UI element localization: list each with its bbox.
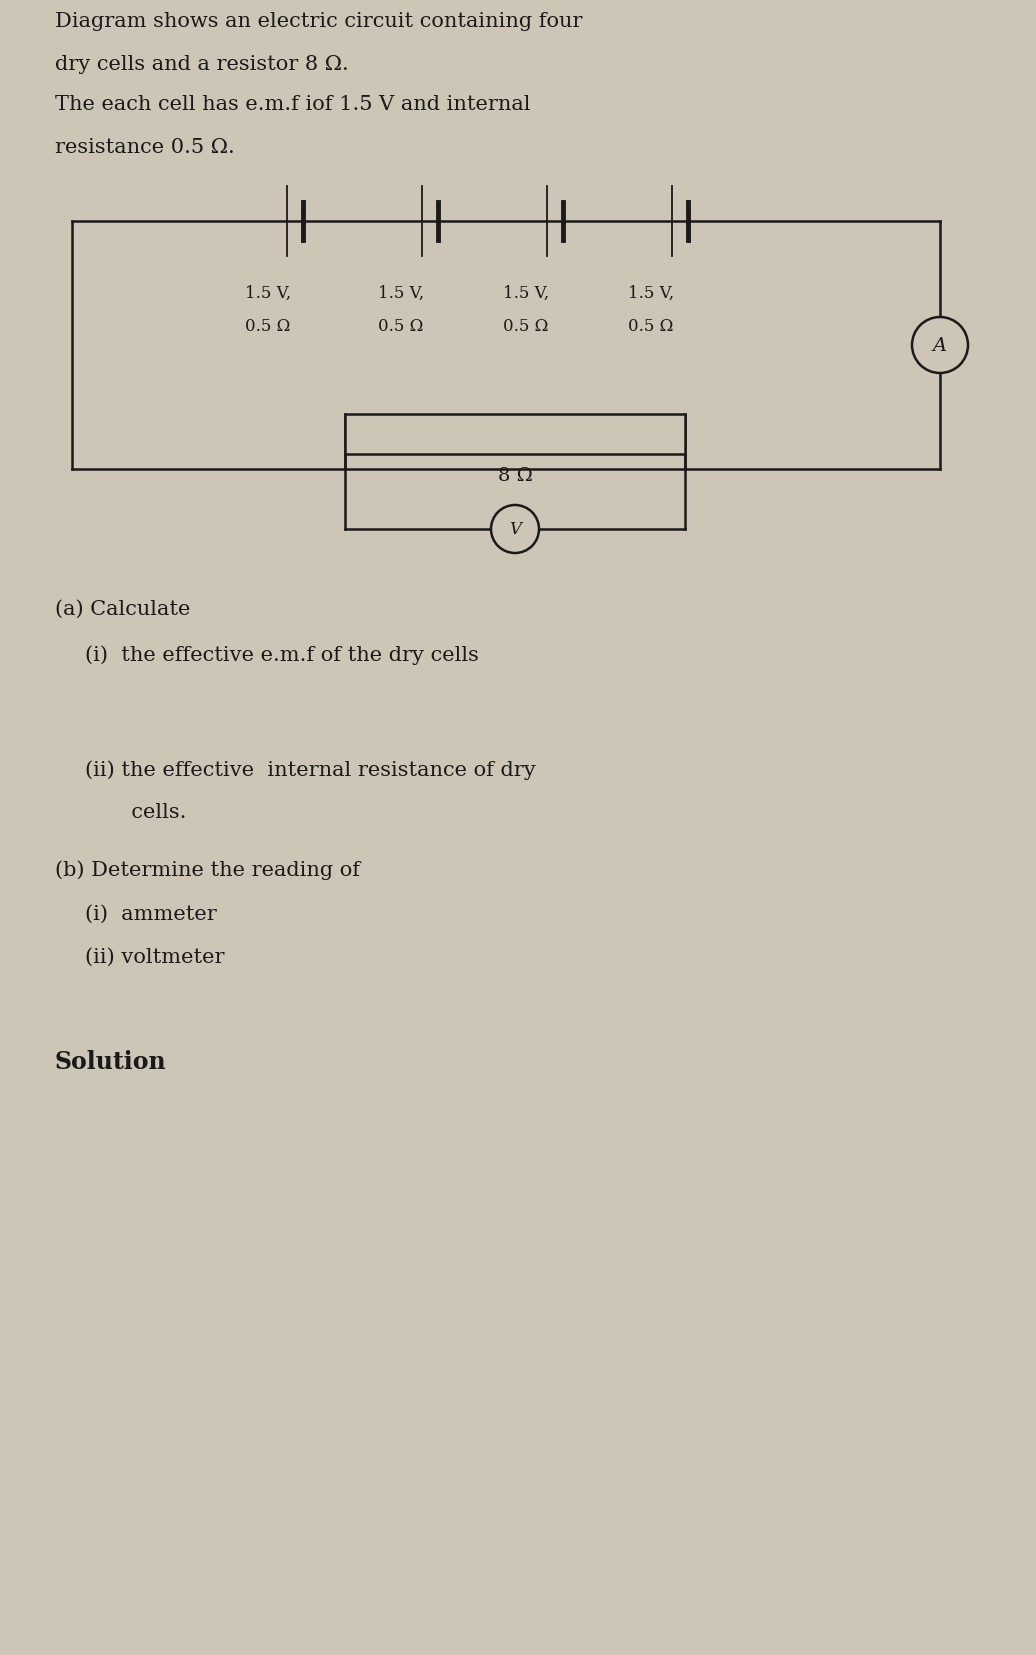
Text: 1.5 V,: 1.5 V, — [503, 285, 549, 301]
Text: 0.5 Ω: 0.5 Ω — [503, 318, 548, 334]
Text: (i)  ammeter: (i) ammeter — [85, 904, 217, 923]
Text: A: A — [933, 338, 947, 354]
Bar — [345, 415, 685, 455]
Circle shape — [491, 506, 539, 554]
Text: Solution: Solution — [55, 1049, 167, 1074]
Text: 1.5 V,: 1.5 V, — [378, 285, 424, 301]
Text: 1.5 V,: 1.5 V, — [628, 285, 674, 301]
Text: (i)  the effective e.m.f of the dry cells: (i) the effective e.m.f of the dry cells — [85, 644, 479, 664]
Text: V: V — [509, 521, 521, 538]
Text: 0.5 Ω: 0.5 Ω — [378, 318, 424, 334]
Text: (a) Calculate: (a) Calculate — [55, 599, 191, 619]
Text: dry cells and a resistor 8 Ω.: dry cells and a resistor 8 Ω. — [55, 55, 349, 74]
Circle shape — [912, 318, 968, 374]
Text: (b) Determine the reading of: (b) Determine the reading of — [55, 859, 359, 879]
Text: The each cell has e.m.f iof 1.5 V and internal: The each cell has e.m.f iof 1.5 V and in… — [55, 94, 530, 114]
Text: resistance 0.5 Ω.: resistance 0.5 Ω. — [55, 137, 235, 157]
Text: 0.5 Ω: 0.5 Ω — [244, 318, 290, 334]
Text: (ii) the effective  internal resistance of dry: (ii) the effective internal resistance o… — [85, 760, 536, 780]
Text: 8 Ω: 8 Ω — [497, 467, 533, 485]
Text: cells.: cells. — [85, 803, 186, 821]
Text: 1.5 V,: 1.5 V, — [244, 285, 291, 301]
Text: 0.5 Ω: 0.5 Ω — [628, 318, 673, 334]
Text: (ii) voltmeter: (ii) voltmeter — [85, 947, 225, 967]
Text: Diagram shows an electric circuit containing four: Diagram shows an electric circuit contai… — [55, 12, 582, 31]
